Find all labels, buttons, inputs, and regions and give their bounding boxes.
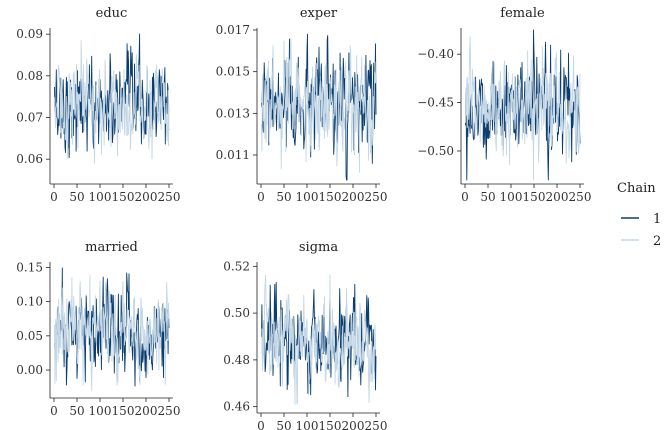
x-tick-label: 50 — [69, 404, 84, 418]
legend-label-chain-1: 1 — [653, 212, 661, 227]
x-tick-label: 200 — [135, 190, 158, 204]
x-tick-label: 0 — [257, 419, 265, 430]
y-tick-label: 0.10 — [16, 295, 43, 309]
y-tick-label: −0.45 — [417, 96, 454, 110]
x-tick-label: 50 — [276, 419, 291, 430]
x-tick-label: 100 — [296, 419, 319, 430]
x-tick-label: 100 — [500, 190, 523, 204]
x-tick-label: 150 — [112, 190, 135, 204]
x-tick-label: 150 — [112, 404, 135, 418]
panel-title-sigma: sigma — [299, 240, 338, 255]
x-tick-label: 150 — [319, 419, 342, 430]
x-tick-label: 50 — [276, 190, 291, 204]
y-tick-label: 0.09 — [16, 27, 43, 41]
y-tick-label: 0.017 — [216, 23, 250, 37]
trace-line-female-chain-2 — [465, 36, 581, 181]
y-tick-label: 0.15 — [16, 260, 43, 274]
x-tick-label: 150 — [523, 190, 546, 204]
x-tick-label: 250 — [365, 419, 388, 430]
trace-line-sigma-chain-2 — [261, 274, 377, 405]
y-tick-label: 0.08 — [16, 69, 43, 83]
x-tick-label: 0 — [50, 190, 58, 204]
legend-title: Chain — [617, 181, 656, 196]
y-tick-label: 0.00 — [16, 363, 43, 377]
x-tick-label: 50 — [69, 190, 84, 204]
x-tick-label: 200 — [135, 404, 158, 418]
y-tick-label: 0.07 — [16, 111, 43, 125]
y-tick-label: 0.011 — [216, 148, 250, 162]
x-tick-label: 0 — [461, 190, 469, 204]
panel-title-exper: exper — [300, 6, 338, 21]
panel-title-female: female — [500, 6, 545, 21]
y-tick-label: 0.05 — [16, 329, 43, 343]
x-tick-label: 200 — [546, 190, 569, 204]
panel-title-married: married — [85, 240, 138, 255]
y-tick-label: −0.50 — [417, 144, 454, 158]
trace-line-educ-chain-2 — [54, 40, 170, 164]
y-tick-label: 0.52 — [223, 259, 250, 273]
panel-title-educ: educ — [96, 6, 128, 21]
x-tick-label: 100 — [89, 190, 112, 204]
x-tick-label: 150 — [319, 190, 342, 204]
x-tick-label: 250 — [569, 190, 592, 204]
legend-label-chain-2: 2 — [653, 234, 661, 249]
x-tick-label: 200 — [342, 190, 365, 204]
x-tick-label: 250 — [158, 190, 181, 204]
y-tick-label: 0.06 — [16, 152, 43, 166]
x-tick-label: 250 — [365, 190, 388, 204]
x-tick-label: 100 — [296, 190, 319, 204]
x-tick-label: 250 — [158, 404, 181, 418]
y-tick-label: 0.013 — [216, 106, 250, 120]
trace-line-married-chain-2 — [54, 274, 170, 391]
x-tick-label: 0 — [50, 404, 58, 418]
y-tick-label: 0.46 — [223, 400, 250, 414]
x-tick-label: 50 — [480, 190, 495, 204]
y-tick-label: 0.50 — [223, 306, 250, 320]
y-tick-label: 0.48 — [223, 353, 250, 367]
y-tick-label: −0.40 — [417, 47, 454, 61]
trace-line-exper-chain-2 — [261, 37, 377, 173]
x-tick-label: 0 — [257, 190, 265, 204]
y-tick-label: 0.015 — [216, 65, 250, 79]
x-tick-label: 100 — [89, 404, 112, 418]
x-tick-label: 200 — [342, 419, 365, 430]
